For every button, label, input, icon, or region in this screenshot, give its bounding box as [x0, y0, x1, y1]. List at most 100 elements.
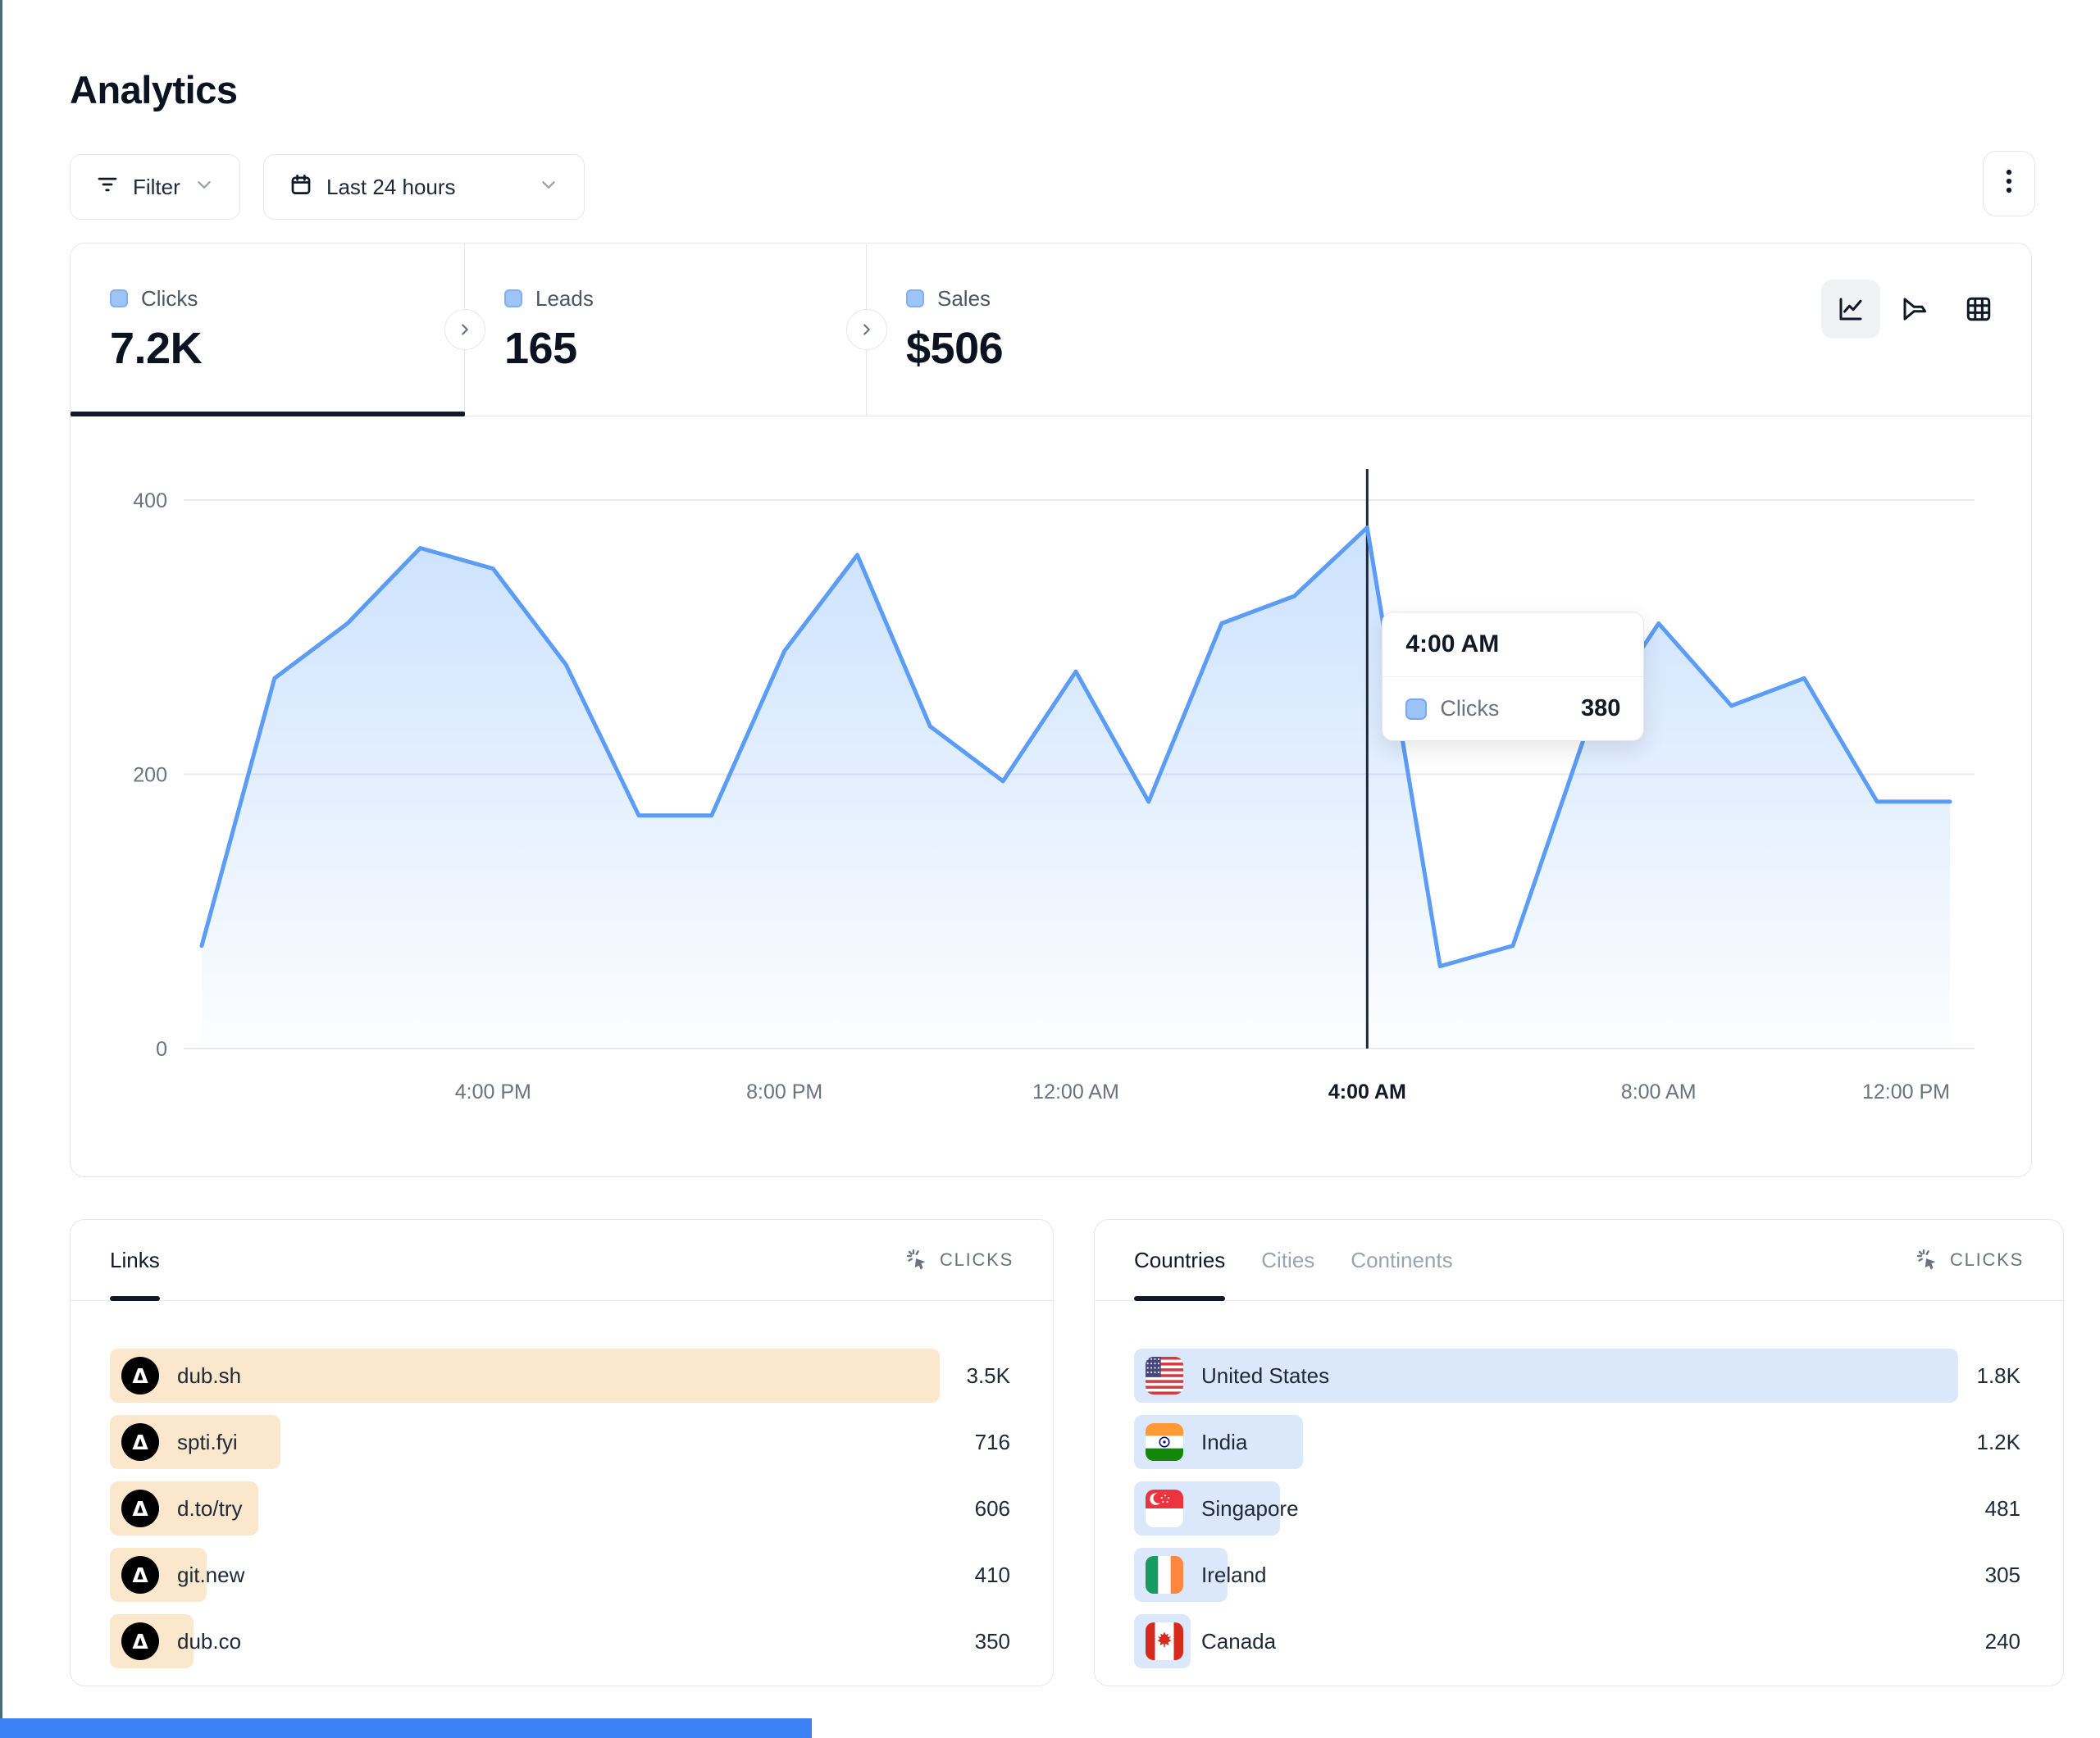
links-metric-header[interactable]: CLICKS	[905, 1248, 1014, 1272]
line-chart-icon	[1839, 298, 1862, 321]
tab-sales[interactable]: Sales $506	[867, 243, 2031, 416]
area-fill	[202, 527, 1950, 1049]
link-label: git.new	[177, 1562, 245, 1587]
chevron-right-icon	[462, 324, 468, 335]
value-bar	[1134, 1349, 1958, 1403]
country-row[interactable]: India 1.2K	[1134, 1415, 2024, 1469]
us-flag-icon	[1146, 1357, 1183, 1394]
funnel-icon	[1903, 298, 1927, 321]
link-label: dub.sh	[177, 1363, 242, 1388]
links-metric-label: CLICKS	[939, 1249, 1014, 1270]
countries-metric-header[interactable]: CLICKS	[1916, 1248, 2024, 1272]
y-tick-label: 200	[133, 764, 167, 787]
country-row[interactable]: United States 1.8K	[1134, 1349, 2024, 1403]
page-title: Analytics	[70, 68, 238, 111]
filter-button-label: Filter	[133, 174, 180, 199]
sales-swatch-icon	[906, 289, 924, 307]
tab-leads[interactable]: Leads 165	[465, 243, 867, 416]
funnel-view-button[interactable]	[1885, 280, 1944, 339]
filter-button[interactable]: Filter	[70, 154, 240, 220]
dub-logo-icon: Δ	[121, 1490, 159, 1527]
country-clicks-value: 240	[1984, 1628, 2020, 1654]
country-clicks-value: 305	[1984, 1562, 2020, 1587]
more-options-button[interactable]	[1983, 151, 2035, 216]
dub-logo-icon: Δ	[121, 1423, 159, 1461]
x-tick-label: 4:00 AM	[1328, 1081, 1406, 1103]
chevron-right-icon	[863, 324, 870, 335]
tooltip-series-label: Clicks	[1440, 696, 1500, 721]
bottom-banner-strip	[0, 1718, 812, 1738]
date-range-label: Last 24 hours	[326, 174, 456, 199]
tab-countries[interactable]: Countries	[1134, 1220, 1226, 1301]
country-row[interactable]: Ireland 305	[1134, 1548, 2024, 1602]
countries-metric-label: CLICKS	[1949, 1249, 2024, 1270]
leads-tab-label: Leads	[535, 285, 594, 311]
chevron-down-icon	[538, 174, 559, 201]
tab-cities[interactable]: Cities	[1261, 1247, 1315, 1272]
value-bar	[110, 1349, 940, 1403]
table-view-button[interactable]	[1949, 280, 2008, 339]
clicks-line-series	[199, 525, 1952, 969]
left-edge-divider	[0, 0, 2, 1738]
y-tick-label: 0	[156, 1038, 167, 1061]
country-label: Singapore	[1201, 1495, 1299, 1521]
link-label: d.to/try	[177, 1495, 243, 1521]
tooltip-series-value: 380	[1580, 695, 1621, 721]
expand-clicks-caret-button[interactable]	[444, 309, 485, 350]
link-clicks-value: 3.5K	[966, 1363, 1011, 1388]
country-clicks-value: 1.8K	[1976, 1363, 2021, 1388]
link-label: dub.co	[177, 1628, 242, 1654]
country-clicks-value: 481	[1984, 1495, 2020, 1521]
country-label: Canada	[1201, 1628, 1277, 1654]
line-chart-view-button[interactable]	[1821, 280, 1880, 339]
date-range-button[interactable]: Last 24 hours	[263, 154, 585, 220]
in-flag-icon	[1146, 1423, 1183, 1461]
dub-logo-icon: Δ	[121, 1622, 159, 1660]
filter-lines-icon	[95, 172, 120, 202]
cursor-click-icon	[906, 1249, 926, 1270]
y-tick-label: 400	[133, 489, 167, 512]
tab-continents[interactable]: Continents	[1351, 1247, 1453, 1272]
tab-links[interactable]: Links	[110, 1220, 160, 1301]
sg-flag-icon	[1146, 1490, 1183, 1527]
sales-tab-label: Sales	[937, 285, 991, 311]
dub-logo-icon: Δ	[121, 1556, 159, 1594]
cursor-click-icon	[1916, 1249, 1936, 1270]
link-clicks-value: 606	[974, 1495, 1010, 1521]
link-label: spti.fyi	[177, 1429, 238, 1454]
table-grid-icon	[1966, 297, 1991, 321]
leads-tab-value: 165	[504, 323, 577, 373]
tooltip-time: 4:00 AM	[1383, 612, 1644, 677]
link-clicks-value: 350	[974, 1628, 1010, 1654]
active-tab-underline	[71, 412, 465, 416]
clicks-area-chart[interactable]: 400 200 0 4:00 PM 8:00 PM 12:00 AM 4:00 AM 8:00…	[71, 416, 2031, 1177]
ca-flag-icon	[1146, 1622, 1183, 1660]
chevron-down-icon	[194, 174, 215, 201]
dub-logo-icon: Δ	[121, 1357, 159, 1394]
country-row[interactable]: Singapore 481	[1134, 1481, 2024, 1536]
country-label: Ireland	[1201, 1562, 1267, 1587]
sales-tab-value: $506	[906, 323, 1004, 373]
x-tick-label: 12:00 AM	[1032, 1081, 1119, 1103]
country-label: India	[1201, 1429, 1248, 1454]
tab-clicks[interactable]: Clicks 7.2K	[71, 243, 465, 416]
clicks-tab-label: Clicks	[141, 285, 198, 311]
x-tick-label: 8:00 AM	[1621, 1081, 1697, 1103]
expand-leads-caret-button[interactable]	[846, 309, 887, 350]
link-clicks-value: 716	[974, 1429, 1010, 1454]
tooltip-series-swatch-icon	[1405, 698, 1428, 720]
analytics-chart-card: Clicks 7.2K Leads 165 Sales $506	[70, 243, 2032, 1177]
ie-flag-icon	[1146, 1556, 1183, 1594]
leads-swatch-icon	[504, 289, 522, 307]
country-row[interactable]: Canada 240	[1134, 1614, 2024, 1668]
metric-tabs-row: Clicks 7.2K Leads 165 Sales $506	[71, 243, 2031, 416]
clicks-swatch-icon	[110, 289, 128, 307]
chart-type-switcher	[1821, 280, 2008, 339]
